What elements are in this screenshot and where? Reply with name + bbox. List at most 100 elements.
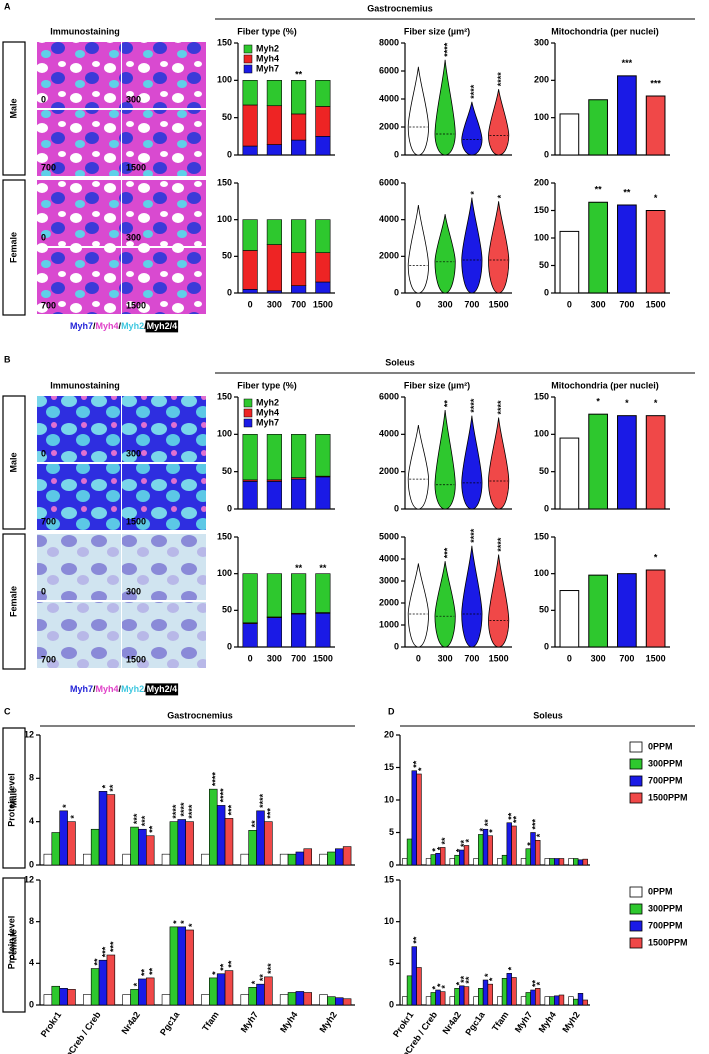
y-tick-label: 4	[29, 816, 34, 826]
legend-label: Myh7	[256, 417, 279, 427]
column-title: Fiber type (%)	[237, 26, 297, 36]
significance: ***	[108, 941, 118, 952]
bar	[406, 838, 413, 866]
y-axis-label: Protein level	[6, 773, 16, 827]
bar-segment	[291, 285, 307, 294]
bar-segment	[242, 250, 258, 290]
y-tick-label: 0	[394, 641, 399, 651]
y-tick-label: 150	[534, 531, 549, 541]
y-tick-label: 0	[394, 287, 399, 297]
bar	[256, 810, 265, 866]
significance: **	[148, 967, 158, 975]
bar	[177, 926, 186, 1006]
row-label-box	[2, 877, 26, 1013]
significance: **	[595, 185, 603, 195]
significance: *	[596, 397, 600, 407]
stain-legend-item: /	[93, 684, 96, 694]
bar	[617, 204, 637, 294]
x-tick-label: Myh2	[560, 1010, 581, 1035]
panel-letter: C	[4, 706, 11, 716]
significance: ****	[496, 400, 506, 415]
legend-swatch	[243, 64, 253, 74]
bar	[161, 853, 171, 866]
y-tick-label: 50	[539, 260, 549, 270]
legend-label: 300PPM	[648, 903, 683, 913]
bar	[478, 834, 484, 866]
y-tick-label: 0	[544, 503, 549, 513]
legend-label: Myh2	[256, 397, 279, 407]
y-tick-label: 3000	[379, 575, 399, 585]
bar	[319, 853, 328, 866]
stain-legend-item: Myh4	[96, 684, 119, 694]
legend-label: 0PPM	[648, 886, 673, 896]
x-tick-label: 1500	[646, 299, 666, 309]
y-tick-label: 0	[227, 149, 232, 159]
bar	[295, 851, 305, 866]
x-tick-label: 300	[267, 653, 282, 663]
y-tick-label: 0	[29, 999, 34, 1009]
legend-swatch	[243, 44, 253, 54]
bar-segment	[315, 252, 331, 283]
x-tick-label: 300	[591, 299, 606, 309]
bar-segment	[266, 105, 282, 145]
image-label: 1500	[126, 654, 146, 664]
violin	[461, 545, 483, 648]
violin	[407, 66, 429, 156]
x-tick-label: 300	[591, 653, 606, 663]
y-tick-label: 4000	[379, 93, 399, 103]
bar	[449, 858, 455, 866]
x-tick-label: Pgc1a	[463, 1009, 487, 1037]
x-tick-label: 0	[567, 653, 572, 663]
bar-segment	[315, 573, 331, 613]
significance: ***	[530, 818, 540, 829]
bar	[501, 854, 508, 866]
significance: *	[69, 815, 79, 819]
y-tick-label: 2000	[379, 466, 399, 476]
legend-swatch	[243, 398, 253, 408]
legend-swatch	[243, 54, 253, 64]
bar	[240, 994, 249, 1006]
significance: **	[295, 563, 303, 573]
bar-segment	[242, 623, 258, 648]
bar	[617, 573, 637, 648]
y-tick-label: 5	[389, 827, 394, 837]
bar	[573, 998, 579, 1006]
significance: *	[179, 920, 189, 924]
significance: **	[464, 976, 474, 984]
row-label: Female	[8, 929, 18, 960]
bar	[558, 994, 565, 1006]
image-label: 700	[41, 300, 56, 310]
bar-segment	[266, 481, 282, 510]
bar	[264, 976, 273, 1006]
stain-legend-item: /	[119, 684, 122, 694]
violin	[461, 197, 483, 294]
significance: *	[435, 983, 445, 987]
bar	[559, 230, 580, 294]
row-label: Male	[8, 452, 18, 472]
bar	[645, 415, 666, 510]
significance: *	[454, 981, 464, 985]
significance: **	[623, 187, 631, 197]
bar	[224, 818, 234, 866]
significance: *	[625, 398, 629, 408]
bar	[473, 996, 479, 1006]
bar	[209, 788, 218, 866]
bar	[416, 967, 422, 1006]
significance: **	[219, 963, 229, 971]
y-tick-label: 2000	[379, 251, 399, 261]
image-label: 0	[41, 448, 46, 458]
bar	[588, 99, 608, 156]
image-label: 0	[41, 94, 46, 104]
y-tick-label: 150	[217, 391, 232, 401]
x-tick-label: 700	[464, 653, 479, 663]
stain-image	[37, 534, 121, 600]
legend-swatch	[243, 418, 253, 428]
legend-label: 700PPM	[648, 920, 683, 930]
y-tick-label: 50	[222, 112, 232, 122]
x-tick-label: 300	[438, 299, 453, 309]
bar	[43, 994, 53, 1006]
bar	[568, 858, 574, 866]
significance: **	[412, 936, 422, 944]
y-tick-label: 0	[544, 287, 549, 297]
bar	[617, 415, 637, 510]
